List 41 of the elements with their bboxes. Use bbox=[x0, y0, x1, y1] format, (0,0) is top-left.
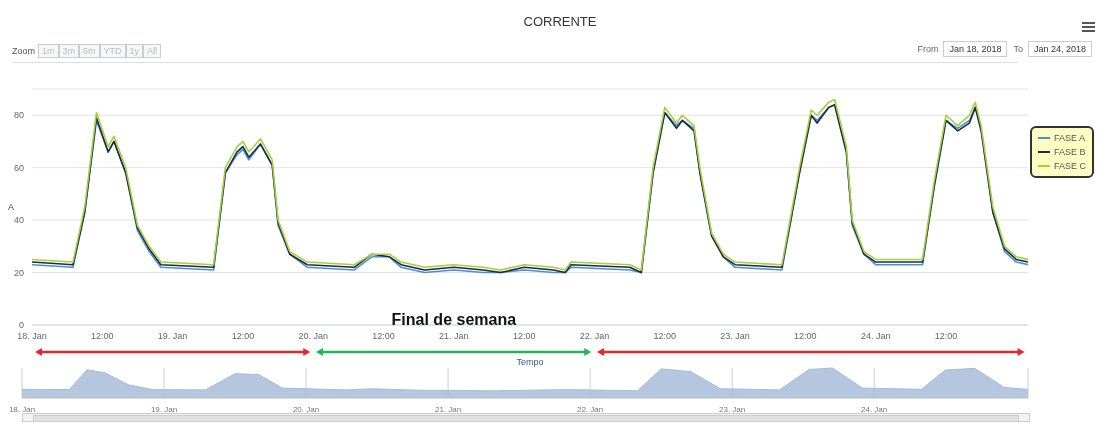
x-tick-label: 20. Jan bbox=[298, 331, 328, 342]
y-tick-label: 40 bbox=[13, 215, 24, 226]
text: Jan 24, 2018 bbox=[1027, 41, 1092, 57]
x-tick-label: 22. Jan bbox=[576, 404, 604, 414]
x-tick-label: 22. Jan bbox=[579, 331, 610, 342]
x-tick-label: 23. Jan bbox=[718, 404, 746, 414]
x-tick-label: 12:00 bbox=[794, 331, 817, 342]
text: Zoom bbox=[12, 46, 36, 56]
x-tick-label: 20. Jan bbox=[292, 404, 320, 414]
x-tick-label: 12:00 bbox=[653, 331, 677, 342]
x-tick-label: 18. Jan bbox=[17, 331, 47, 342]
y-tick-label: 60 bbox=[13, 162, 24, 173]
y-tick-label: 20 bbox=[13, 267, 24, 278]
x-axis-title: Tempo bbox=[515, 357, 545, 367]
legend-label: FASE C bbox=[1054, 161, 1087, 171]
x-tick-label: 21. Jan bbox=[434, 404, 462, 414]
x-tick-label: 12:00 bbox=[934, 331, 958, 342]
x-tick-label: 19. Jan bbox=[150, 404, 178, 414]
text: To bbox=[1013, 44, 1023, 54]
legend-label: FASE B bbox=[1054, 147, 1086, 157]
x-tick-label: 19. Jan bbox=[157, 331, 188, 342]
chart-title: CORRENTE bbox=[522, 14, 598, 29]
x-tick-label: 24. Jan bbox=[861, 404, 888, 414]
x-tick-label: 12:00 bbox=[512, 331, 536, 342]
x-tick-label: 12:00 bbox=[91, 331, 114, 342]
y-axis-title: A bbox=[8, 202, 15, 212]
text: 1m bbox=[38, 44, 59, 58]
x-tick-label: 21. Jan bbox=[439, 331, 469, 342]
text: YTD bbox=[99, 44, 126, 58]
x-tick-label: 18. Jan bbox=[8, 404, 36, 414]
annotation: Final de semana bbox=[390, 311, 518, 329]
legend-label: FASE A bbox=[1054, 133, 1086, 143]
y-tick-label: 0 bbox=[18, 320, 24, 331]
x-tick-label: 12:00 bbox=[372, 331, 395, 342]
x-tick-label: 12:00 bbox=[231, 331, 255, 342]
x-tick-label: 24. Jan bbox=[860, 331, 891, 342]
text: 1y bbox=[125, 44, 144, 58]
x-tick-label: 23. Jan bbox=[720, 331, 750, 342]
text: Jan 18, 2018 bbox=[943, 41, 1008, 57]
text: From bbox=[917, 44, 939, 54]
y-tick-label: 80 bbox=[13, 110, 24, 121]
